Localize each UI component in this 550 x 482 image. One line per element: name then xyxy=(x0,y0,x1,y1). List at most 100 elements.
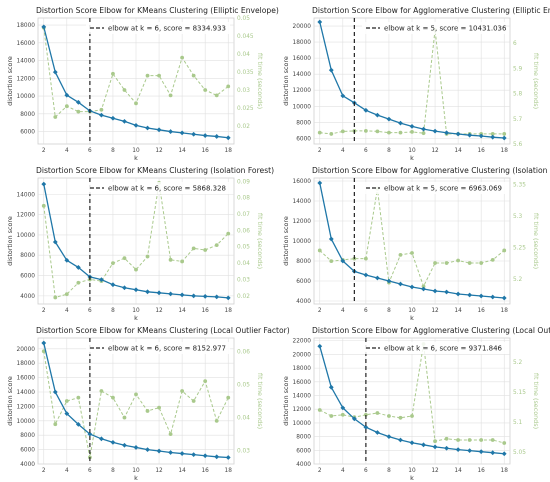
distortion-point xyxy=(328,236,334,242)
y-tick-label: 6000 xyxy=(296,448,311,454)
y2-axis-label: fit time (seconds) xyxy=(532,373,540,429)
y-tick-label: 8000 xyxy=(296,259,311,265)
fit-time-point xyxy=(387,414,391,418)
fit-time-point xyxy=(53,295,58,300)
distortion-point xyxy=(328,67,334,73)
distortion-point xyxy=(41,181,47,187)
fit-time-point xyxy=(226,395,231,400)
fit-time-point xyxy=(134,267,138,272)
fit-time-point xyxy=(479,261,484,265)
distortion-point xyxy=(340,405,346,411)
distortion-point xyxy=(444,445,449,451)
distortion-point xyxy=(179,451,185,456)
x-tick-label: 16 xyxy=(201,468,209,474)
y2-tick-label: 5.35 xyxy=(513,182,526,188)
fit-time-point xyxy=(502,248,507,253)
y-tick-label: 20000 xyxy=(17,347,36,353)
fit-time-point xyxy=(502,132,507,136)
fit-time-point xyxy=(180,259,185,264)
distortion-point xyxy=(99,277,104,283)
distortion-point xyxy=(328,384,334,390)
fit-time-point xyxy=(214,418,219,423)
fit-time-point xyxy=(387,130,391,135)
chart-title: Distortion Score Elbow for KMeans Cluste… xyxy=(36,166,274,175)
fit-time-point xyxy=(317,248,322,253)
distortion-point xyxy=(64,92,70,98)
distortion-point xyxy=(64,257,70,263)
y-tick-label: 18000 xyxy=(17,361,36,367)
chart-title: Distortion Score Elbow for Agglomerative… xyxy=(312,6,550,15)
distortion-point xyxy=(363,107,369,113)
distortion-point xyxy=(225,455,231,460)
y2-tick-label: 0.05 xyxy=(237,16,250,22)
y-tick-label: 8000 xyxy=(20,433,35,439)
chart-panel-4: Distortion Score Elbow for Agglomerative… xyxy=(282,166,550,322)
distortion-point xyxy=(444,130,449,136)
y2-tick-label: 5.2 xyxy=(513,277,523,283)
legend-label: elbow at k = 5, score = 6963.069 xyxy=(384,185,502,193)
distortion-point xyxy=(52,389,58,395)
fit-time-point xyxy=(363,256,368,261)
x-tick-label: 18 xyxy=(225,468,233,474)
y2-axis-label: fit time (seconds) xyxy=(256,53,264,109)
legend-box xyxy=(86,22,230,34)
fit-time-point xyxy=(99,389,104,393)
x-tick-label: 4 xyxy=(341,148,345,154)
distortion-point xyxy=(214,134,220,139)
y-tick-label: 14000 xyxy=(293,72,312,78)
y-tick-label: 18000 xyxy=(293,40,312,46)
fit-time-point xyxy=(214,93,219,98)
x-tick-label: 12 xyxy=(155,148,163,154)
fit-time-point xyxy=(157,405,161,410)
chart-panel-3: Distortion Score Elbow for KMeans Cluste… xyxy=(6,166,274,322)
x-tick-label: 14 xyxy=(178,148,186,154)
distortion-point xyxy=(110,440,116,445)
x-axis-label: k xyxy=(410,154,414,162)
distortion-point xyxy=(191,131,197,137)
distortion-point xyxy=(133,287,139,293)
fit-time-point xyxy=(433,261,437,265)
x-tick-label: 14 xyxy=(454,148,462,154)
x-tick-label: 12 xyxy=(155,468,163,474)
fit-time-point xyxy=(145,254,150,259)
y-tick-label: 10000 xyxy=(293,239,312,245)
chart-panel-6: Distortion Score Elbow for Agglomerative… xyxy=(282,326,550,482)
fit-time-point xyxy=(340,129,345,134)
y2-tick-label: 0.045 xyxy=(237,34,254,40)
x-tick-label: 12 xyxy=(431,468,439,474)
chart-title: Distortion Score Elbow for KMeans Cluste… xyxy=(36,6,279,15)
fit-time-point xyxy=(157,73,161,78)
x-tick-label: 8 xyxy=(387,468,391,474)
fit-time-point xyxy=(41,349,46,354)
x-tick-label: 14 xyxy=(178,308,186,314)
y-tick-label: 10000 xyxy=(17,94,36,100)
y2-tick-label: 5.6 xyxy=(513,142,523,148)
chart-panel-1: Distortion Score Elbow for KMeans Cluste… xyxy=(6,6,279,162)
x-tick-label: 18 xyxy=(501,148,509,154)
fit-time-point xyxy=(111,261,115,265)
distortion-point xyxy=(363,424,369,430)
fit-time-point xyxy=(490,258,495,262)
distortion-point xyxy=(444,289,449,295)
distortion-point xyxy=(87,431,93,437)
y2-tick-label: 0.07 xyxy=(237,212,250,218)
y2-tick-label: 0.03 xyxy=(237,88,250,94)
fit-time-point xyxy=(410,130,414,134)
y-axis-label: distortion score xyxy=(282,56,290,106)
y2-tick-label: 5.7 xyxy=(513,117,523,123)
chart-title: Distortion Score Elbow for Agglomerative… xyxy=(312,166,550,175)
legend-label: elbow at k = 5, score = 10431.036 xyxy=(384,25,507,33)
distortion-point xyxy=(317,180,323,186)
fit-time-point xyxy=(363,128,368,133)
distortion-point xyxy=(490,294,496,300)
distortion-point xyxy=(478,133,484,139)
fit-time-point xyxy=(317,408,322,412)
y-tick-label: 6000 xyxy=(296,279,311,285)
y-tick-label: 10000 xyxy=(17,233,36,239)
distortion-point xyxy=(375,112,380,118)
y2-tick-label: 0.05 xyxy=(237,382,250,388)
y-tick-label: 10000 xyxy=(293,421,312,427)
fit-time-point xyxy=(53,115,58,119)
legend-label: elbow at k = 6, score = 5868.328 xyxy=(108,185,226,193)
